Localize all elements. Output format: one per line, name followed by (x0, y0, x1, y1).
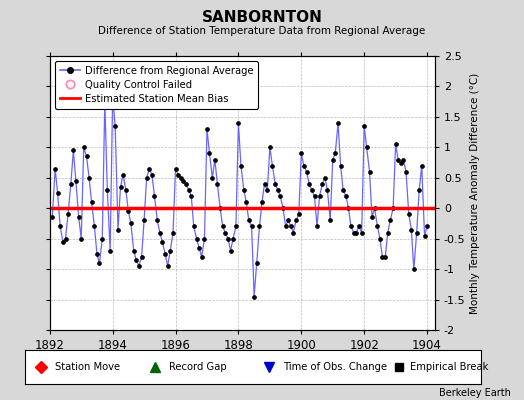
Text: Record Gap: Record Gap (169, 362, 226, 372)
Text: Empirical Break: Empirical Break (410, 362, 489, 372)
Y-axis label: Monthly Temperature Anomaly Difference (°C): Monthly Temperature Anomaly Difference (… (470, 72, 480, 314)
Legend: Difference from Regional Average, Quality Control Failed, Estimated Station Mean: Difference from Regional Average, Qualit… (55, 61, 258, 109)
Text: SANBORNTON: SANBORNTON (202, 10, 322, 25)
Text: Station Move: Station Move (55, 362, 120, 372)
Text: Berkeley Earth: Berkeley Earth (439, 388, 511, 398)
Text: Difference of Station Temperature Data from Regional Average: Difference of Station Temperature Data f… (99, 26, 425, 36)
Text: Time of Obs. Change: Time of Obs. Change (283, 362, 387, 372)
